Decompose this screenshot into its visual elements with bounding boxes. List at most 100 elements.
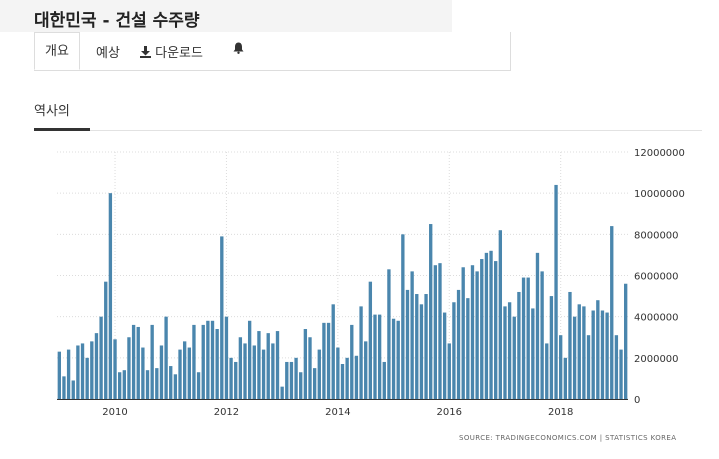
- bar: [99, 316, 103, 399]
- bar: [66, 349, 71, 399]
- bar: [62, 376, 66, 399]
- bar: [396, 320, 400, 399]
- bar: [461, 267, 465, 399]
- x-tick-label: 2012: [214, 407, 239, 418]
- bar: [401, 234, 405, 399]
- bar: [382, 361, 386, 399]
- bar: [275, 331, 280, 399]
- subtab-historical[interactable]: 역사의: [34, 104, 70, 119]
- bar: [252, 345, 256, 399]
- bar: [377, 314, 382, 399]
- bar: [215, 329, 219, 399]
- bar: [322, 322, 326, 399]
- bar: [489, 250, 493, 399]
- bar: [568, 291, 572, 399]
- y-tick-label: 4000000: [634, 313, 679, 324]
- bar: [178, 349, 182, 399]
- bar: [424, 294, 428, 399]
- bar: [308, 337, 312, 399]
- tab-overview[interactable]: 개요: [34, 32, 80, 70]
- bar: [582, 306, 586, 399]
- bar: [326, 322, 331, 399]
- bar: [220, 236, 224, 399]
- x-tick-label: 2018: [548, 407, 573, 418]
- bar: [57, 351, 61, 399]
- bar: [559, 335, 563, 399]
- bar: [108, 193, 113, 399]
- bar: [266, 333, 270, 399]
- bar: [257, 331, 261, 399]
- bar: [280, 386, 284, 399]
- bar: [391, 318, 396, 399]
- bar: [150, 324, 154, 399]
- bar: [521, 277, 526, 399]
- bar: [299, 372, 303, 399]
- bar: [605, 312, 609, 399]
- bar: [503, 306, 507, 399]
- bar: [484, 252, 489, 399]
- y-tick-label: 8000000: [634, 230, 679, 241]
- bar: [141, 347, 145, 399]
- bar: [475, 271, 479, 399]
- bar: [540, 271, 544, 399]
- bar: [624, 283, 628, 399]
- bar: [331, 304, 335, 399]
- bar: [80, 343, 85, 399]
- tab-download[interactable]: 다운로드: [140, 42, 203, 61]
- page-title: 대한민국 - 건설 수주량: [34, 11, 200, 31]
- bar: [535, 252, 540, 399]
- bar: [586, 335, 591, 399]
- bar: [614, 335, 619, 399]
- bar: [90, 341, 94, 399]
- bar: [104, 281, 108, 399]
- bar: [159, 345, 164, 399]
- bar: [192, 324, 196, 399]
- bar: [549, 296, 554, 399]
- bar: [354, 355, 359, 399]
- bar: [71, 380, 75, 399]
- bar: [419, 304, 424, 399]
- bar: [113, 339, 117, 399]
- bar: [234, 361, 238, 399]
- bar: [619, 349, 623, 399]
- subtab-divider: [90, 130, 702, 131]
- bar: [201, 324, 205, 399]
- bar: [512, 316, 516, 399]
- bar: [494, 261, 498, 399]
- bar: [196, 372, 201, 399]
- bar: [429, 224, 433, 399]
- bar: [336, 347, 340, 399]
- bar: [285, 361, 289, 399]
- bar: [577, 304, 581, 399]
- bar: [517, 291, 521, 399]
- bar: [438, 263, 442, 399]
- tab-forecast[interactable]: 예상: [96, 46, 120, 61]
- y-tick-label: 0: [634, 395, 640, 406]
- construction-orders-chart: 12000000 10000000 8000000 6000000 4000000 200…: [57, 148, 685, 418]
- bar: [415, 294, 419, 399]
- bar: [117, 372, 122, 399]
- tab-alerts[interactable]: [233, 42, 244, 58]
- bar: [433, 265, 438, 399]
- bar: [303, 329, 308, 399]
- bar: [94, 333, 99, 399]
- title-bar: 대한민국 - 건설 수주량: [0, 0, 452, 32]
- bar: [76, 345, 80, 399]
- bar: [447, 343, 451, 399]
- bar: [229, 357, 233, 399]
- bar: [122, 370, 126, 399]
- bar: [317, 349, 321, 399]
- bar: [312, 368, 317, 399]
- bar: [164, 316, 168, 399]
- download-icon: [140, 46, 151, 58]
- bar: [127, 337, 131, 399]
- bar: [261, 349, 266, 399]
- bar: [526, 277, 530, 399]
- y-tick-label: 6000000: [634, 272, 679, 283]
- y-tick-label: 12000000: [634, 148, 685, 159]
- bar: [498, 230, 503, 399]
- bar: [480, 259, 484, 399]
- bar: [554, 184, 558, 399]
- bar: [247, 320, 252, 399]
- bar: [563, 357, 568, 399]
